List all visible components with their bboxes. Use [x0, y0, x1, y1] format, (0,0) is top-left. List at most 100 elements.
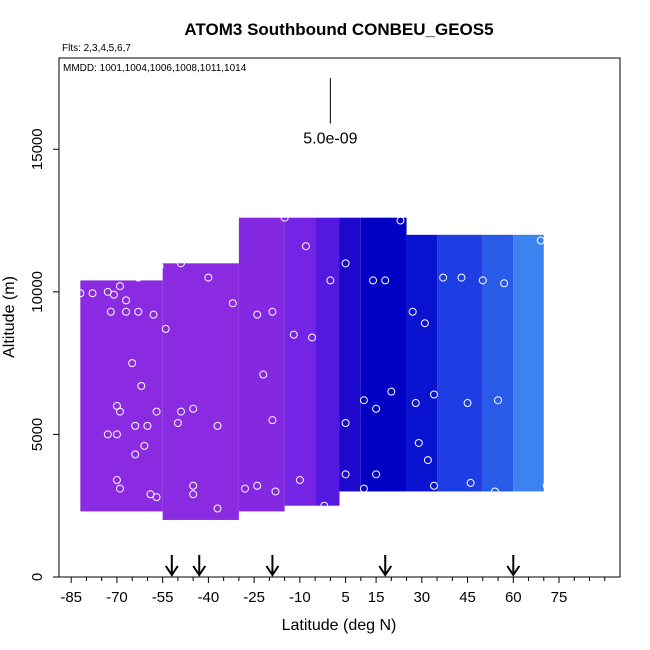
sample-point: [76, 289, 85, 298]
sample-point: [149, 310, 158, 319]
sample-point: [295, 476, 304, 485]
x-tick-label: 60: [505, 589, 522, 606]
sample-point: [430, 481, 439, 490]
sample-point: [414, 438, 423, 447]
field-cell: [360, 217, 407, 492]
sample-point: [131, 421, 140, 430]
sample-point: [359, 396, 368, 405]
sample-point: [466, 478, 475, 487]
sample-point: [423, 456, 432, 465]
field-cell: [80, 280, 163, 512]
field-cell: [406, 234, 438, 492]
x-tick-label: -85: [60, 589, 82, 606]
sample-point: [173, 419, 182, 428]
sample-point: [204, 273, 213, 282]
sample-points: [76, 213, 551, 513]
flight-arrows: [164, 555, 521, 577]
sample-point: [308, 333, 317, 342]
sample-point: [478, 276, 487, 285]
sample-point: [494, 396, 503, 405]
sample-point: [109, 290, 118, 299]
flights-note: Flts: 2,3,4,5,6,7: [62, 43, 131, 54]
curtain-field: [80, 217, 544, 520]
sample-point: [420, 319, 429, 328]
sample-point: [115, 484, 124, 493]
field-cell: [339, 217, 361, 492]
sample-point: [143, 421, 152, 430]
sample-point: [280, 213, 289, 222]
sample-point: [189, 490, 198, 499]
x-tick-label: 45: [459, 589, 476, 606]
sample-point: [106, 307, 115, 316]
sample-point: [161, 324, 170, 333]
x-tick-label: -55: [152, 589, 174, 606]
field-cell: [437, 234, 483, 492]
sample-point: [542, 481, 551, 490]
sample-point: [439, 273, 448, 282]
x-tick-label: -40: [198, 589, 220, 606]
sample-point: [134, 273, 143, 282]
sample-point: [253, 310, 262, 319]
sample-point: [115, 407, 124, 416]
sample-point: [137, 381, 146, 390]
sample-point: [372, 404, 381, 413]
sample-point: [271, 487, 280, 496]
y-tick-label: 15000: [29, 128, 46, 170]
y-tick-label: 0: [29, 573, 46, 581]
sample-point: [155, 262, 164, 271]
flight-arrow: [506, 555, 521, 577]
sample-point: [128, 359, 137, 368]
field-cell: [238, 217, 285, 512]
y-tick-label: 10000: [29, 271, 46, 313]
sample-point: [213, 504, 222, 513]
sample-point: [341, 470, 350, 479]
scale-bar: 5.0e-09: [303, 77, 358, 148]
chart-title: ATOM3 Southbound CONBEU_GEOS5: [184, 20, 493, 39]
sample-point: [341, 419, 350, 428]
x-tick-label: 5: [341, 589, 349, 606]
sample-point: [152, 493, 161, 502]
x-tick-label: -10: [289, 589, 311, 606]
flight-arrow: [378, 555, 393, 577]
y-axis-label: Altitude (m): [1, 276, 18, 358]
sample-point: [326, 276, 335, 285]
x-axis-label: Latitude (deg N): [282, 617, 397, 634]
field-cell: [482, 234, 514, 492]
sample-point: [240, 484, 249, 493]
sample-point: [387, 387, 396, 396]
sample-point: [536, 236, 545, 245]
y-tick-label: 5000: [29, 418, 46, 451]
sample-point: [408, 307, 417, 316]
sample-point: [176, 259, 185, 268]
sample-point: [500, 279, 509, 288]
sample-point: [112, 430, 121, 439]
x-tick-label: 15: [368, 589, 385, 606]
sample-point: [213, 421, 222, 430]
sample-point: [115, 282, 124, 291]
sample-point: [103, 430, 112, 439]
flight-arrow: [164, 555, 179, 577]
sample-point: [134, 307, 143, 316]
sample-point: [396, 216, 405, 225]
x-tick-label: -70: [106, 589, 128, 606]
dates-note: MMDD: 1001,1004,1006,1008,1011,1014: [63, 63, 247, 74]
sample-point: [152, 407, 161, 416]
flight-arrow: [192, 555, 207, 577]
y-axis: 0 5000 10000 15000: [29, 128, 59, 581]
flight-arrow: [265, 555, 280, 577]
sample-point: [381, 276, 390, 285]
sample-point: [289, 330, 298, 339]
field-cell: [162, 263, 239, 520]
plot-frame: [58, 57, 621, 578]
x-tick-label: 75: [551, 589, 568, 606]
sample-point: [320, 501, 329, 510]
sample-point: [268, 416, 277, 425]
sample-point: [457, 273, 466, 282]
sample-point: [176, 407, 185, 416]
sample-point: [359, 484, 368, 493]
sample-point: [411, 399, 420, 408]
sample-point: [189, 481, 198, 490]
sample-point: [430, 390, 439, 399]
sample-point: [88, 289, 97, 298]
